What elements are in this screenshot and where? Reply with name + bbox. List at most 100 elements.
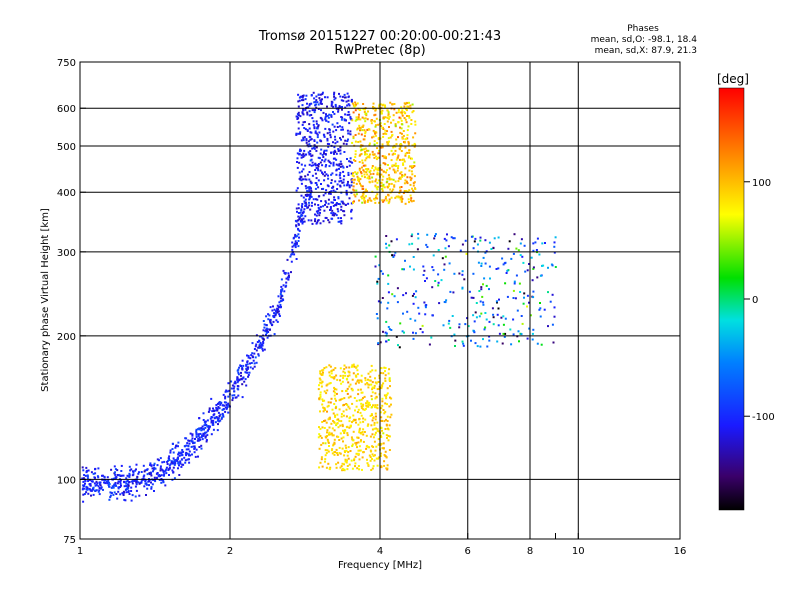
data-point (350, 424, 352, 427)
data-point (376, 188, 379, 191)
data-point (358, 180, 361, 183)
data-point (132, 471, 135, 474)
data-point (394, 196, 397, 199)
data-point (245, 364, 248, 367)
data-point (317, 103, 320, 106)
data-point (324, 216, 327, 219)
data-point (316, 101, 319, 104)
data-point (360, 432, 363, 435)
data-point (334, 97, 337, 100)
data-point (298, 216, 301, 219)
data-point (501, 257, 504, 260)
data-point (317, 124, 320, 127)
data-point (341, 95, 344, 98)
data-point (377, 179, 380, 182)
data-point (253, 352, 256, 355)
data-point (396, 156, 399, 159)
data-point (308, 123, 311, 126)
data-point (260, 344, 263, 347)
data-point (341, 397, 344, 400)
data-point (350, 172, 353, 175)
data-point (218, 407, 221, 410)
data-point (327, 441, 330, 444)
data-point (521, 255, 524, 258)
data-point (480, 265, 483, 267)
data-point (130, 486, 133, 489)
data-point (161, 461, 164, 464)
data-point (387, 434, 390, 437)
data-point (310, 181, 313, 184)
data-point (337, 461, 340, 464)
data-point (444, 247, 447, 250)
data-point (144, 482, 147, 485)
data-point (387, 111, 390, 114)
data-point (330, 179, 333, 182)
data-point (173, 459, 176, 462)
data-point (341, 462, 344, 465)
data-point (274, 314, 277, 317)
data-point (185, 448, 188, 451)
data-point (361, 468, 363, 471)
data-point (205, 431, 208, 434)
data-point (300, 179, 303, 182)
data-point (233, 394, 236, 397)
data-point (131, 482, 134, 485)
data-point (536, 342, 539, 345)
data-point (390, 178, 393, 181)
data-point (315, 167, 318, 169)
data-point (366, 169, 369, 172)
data-point (437, 249, 440, 251)
data-point (330, 173, 333, 176)
data-point (387, 194, 390, 197)
data-point (363, 111, 366, 113)
data-point (325, 115, 328, 118)
data-point (300, 156, 303, 159)
data-point (188, 439, 191, 442)
data-point (296, 113, 299, 116)
data-point (390, 397, 393, 400)
data-point (294, 244, 297, 247)
data-point (334, 151, 337, 153)
data-point (369, 456, 372, 459)
data-point (361, 159, 364, 162)
data-point (238, 366, 241, 369)
data-point (514, 297, 517, 300)
data-point (474, 237, 477, 240)
data-point (314, 104, 317, 107)
data-point (301, 170, 303, 173)
data-point (347, 180, 349, 183)
data-point (339, 432, 342, 435)
data-point (208, 409, 211, 412)
data-point (377, 123, 380, 126)
data-point (374, 180, 377, 183)
data-point (377, 438, 380, 441)
data-point (343, 214, 346, 217)
data-point (349, 157, 352, 160)
data-point (334, 391, 336, 394)
data-point (428, 343, 431, 346)
data-point (404, 118, 407, 121)
data-point (393, 103, 396, 105)
data-point (519, 291, 522, 293)
data-point (135, 483, 138, 486)
data-point (387, 114, 390, 117)
data-point (326, 96, 329, 99)
data-point (322, 220, 325, 223)
data-point (358, 113, 360, 116)
data-point (97, 467, 100, 470)
data-point (332, 163, 335, 166)
data-point (264, 330, 267, 333)
data-point (372, 404, 374, 407)
data-point (356, 369, 359, 372)
data-point (382, 170, 385, 173)
data-point (308, 198, 311, 201)
data-point (140, 480, 143, 483)
data-point (358, 418, 361, 421)
data-point (354, 109, 357, 112)
data-point (340, 220, 343, 222)
data-point (334, 397, 337, 400)
data-point (357, 436, 360, 439)
data-point (379, 301, 382, 304)
data-point (339, 171, 342, 174)
data-point (472, 247, 475, 250)
